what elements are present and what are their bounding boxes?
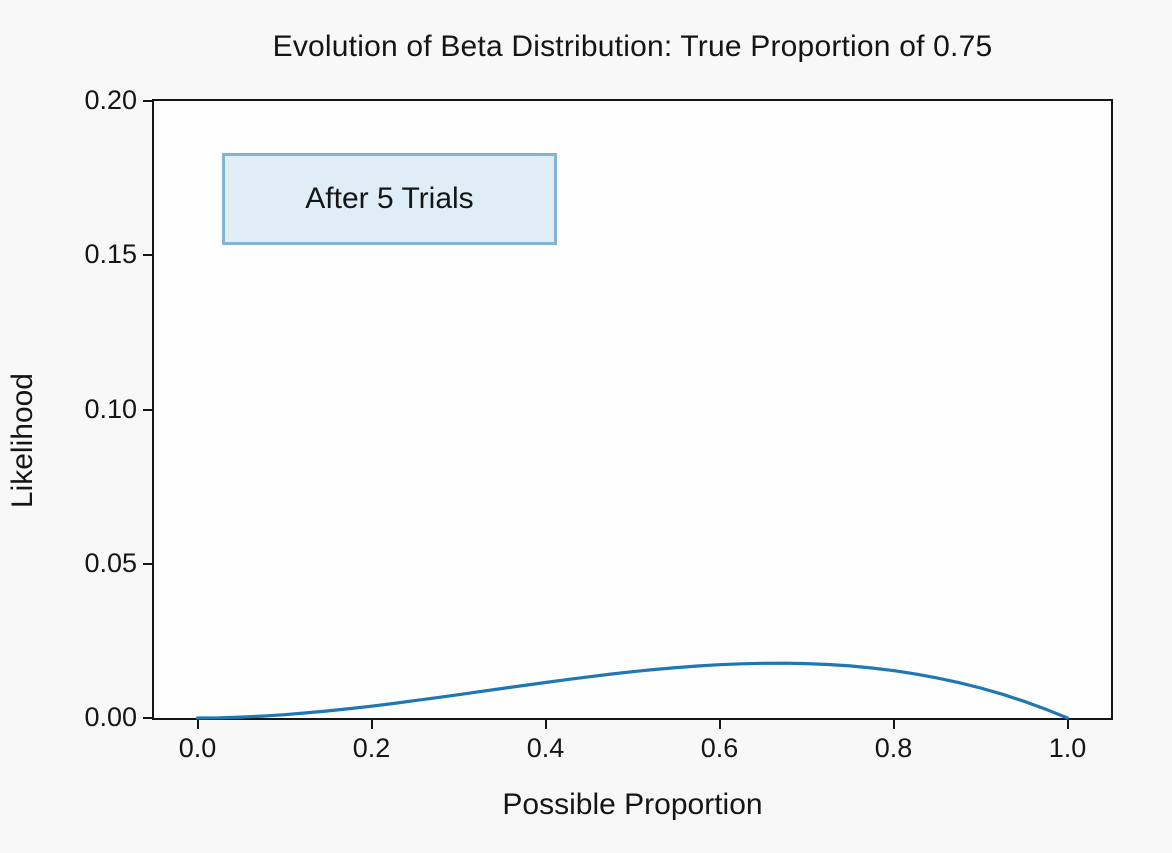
y-axis-label-wrap: Likelihood	[2, 99, 44, 783]
y-axis-label: Likelihood	[6, 373, 39, 509]
x-tick-label: 0.0	[178, 733, 217, 763]
curve-svg	[195, 661, 1070, 720]
x-axis-label: Possible Proportion	[502, 788, 763, 821]
x-tick-mark	[544, 720, 547, 729]
y-tick-label: 0.20	[84, 85, 137, 115]
y-tick-mark	[143, 100, 152, 102]
x-tick-label: 0.4	[526, 733, 565, 763]
x-tick-mark	[196, 720, 199, 729]
y-tick-label: 0.15	[84, 239, 137, 270]
annotation-label: After 5 Trials	[305, 182, 474, 215]
y-tick-label: 0.00	[84, 702, 137, 732]
x-tick-mark	[1066, 720, 1069, 729]
y-tick-mark	[143, 254, 152, 257]
y-tick-mark	[143, 408, 152, 411]
y-tick-mark	[143, 717, 152, 719]
y-tick-label: 0.05	[84, 547, 137, 578]
likelihood-curve	[195, 661, 1070, 720]
x-tick-mark	[370, 720, 373, 729]
x-tick-mark	[892, 720, 895, 729]
x-tick-label: 0.2	[352, 733, 391, 763]
plot-area: After 5 Trials 0.0 0.2 0.4 0.6 0.8 1.0 0.00 0.0…	[84, 85, 1113, 763]
y-tick-label: 0.10	[84, 393, 137, 424]
annotation-box: After 5 Trials	[222, 153, 557, 245]
chart-title: Evolution of Beta Distribution: True Pro…	[272, 30, 993, 63]
x-tick-mark	[718, 720, 721, 729]
x-tick-label: 0.6	[700, 733, 739, 763]
x-tick-label: 1.0	[1048, 733, 1087, 763]
y-tick-mark	[143, 562, 152, 565]
x-tick-label: 0.8	[874, 733, 913, 763]
